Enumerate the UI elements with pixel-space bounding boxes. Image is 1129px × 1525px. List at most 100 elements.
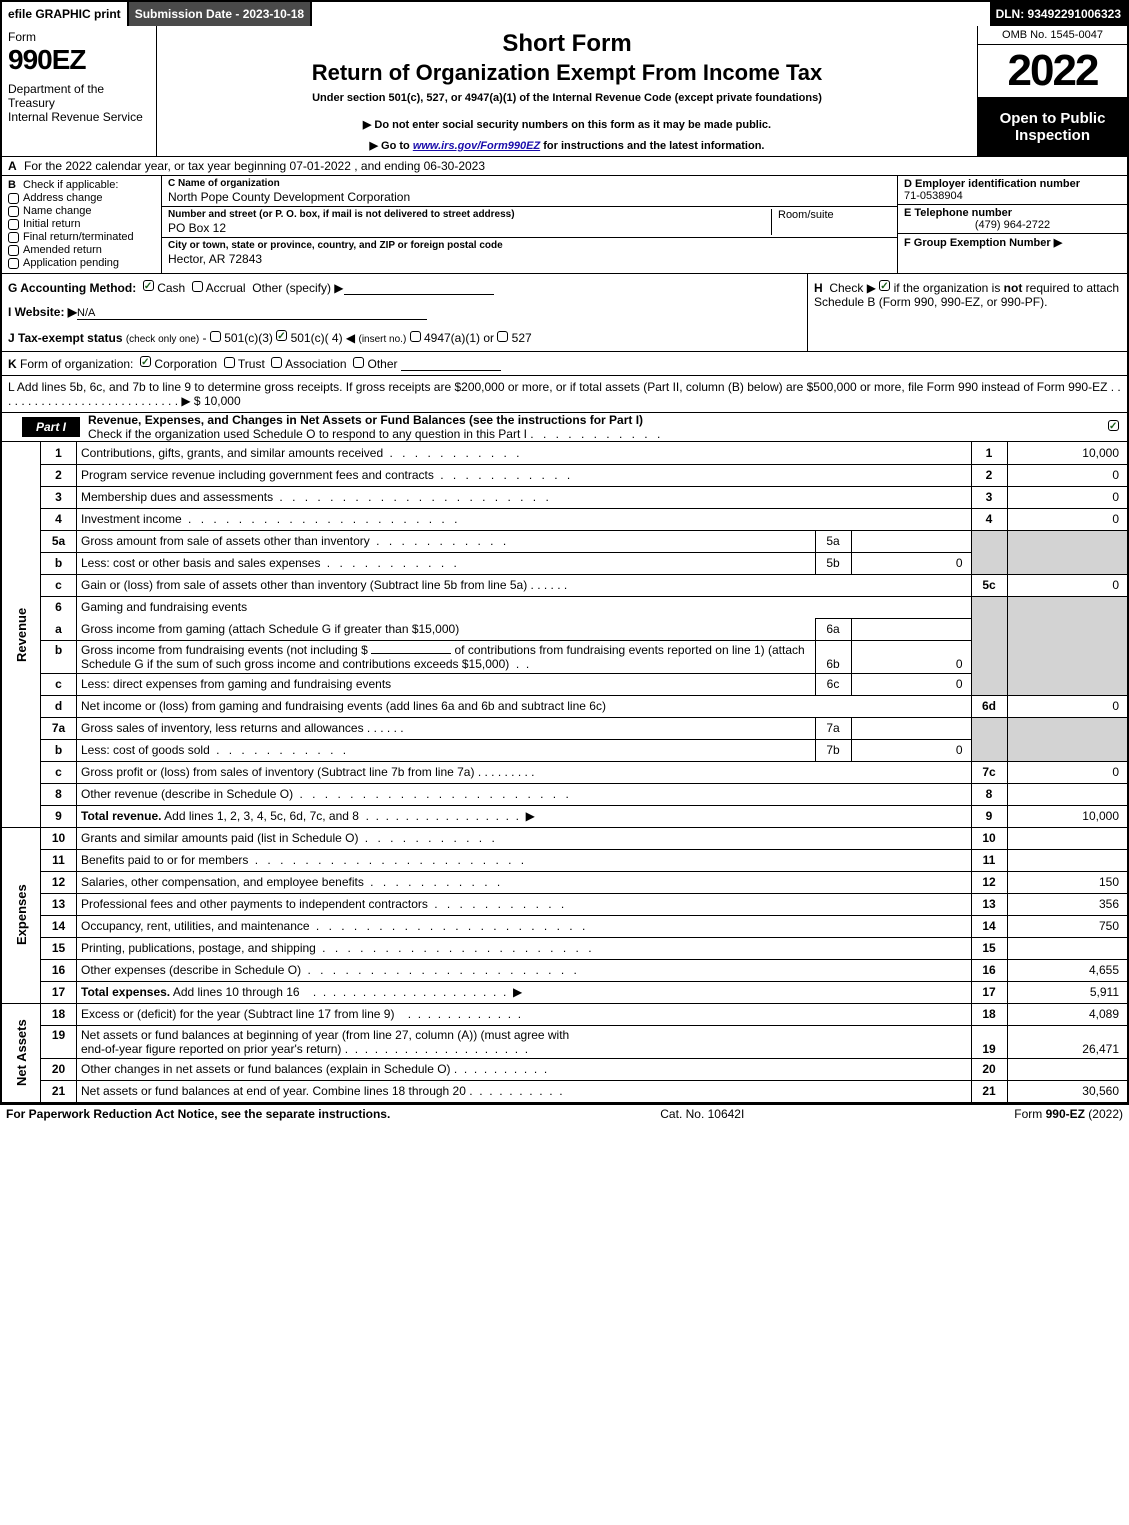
line-7a: 7a Gross sales of inventory, less return…: [2, 717, 1127, 739]
part1-checkbox[interactable]: [1108, 420, 1119, 435]
line-7b: b Less: cost of goods sold 7b 0: [2, 739, 1127, 761]
chk-cash-icon[interactable]: [143, 280, 154, 291]
checkbox-icon: [8, 193, 19, 204]
letter-a: A: [8, 159, 17, 173]
form-word: Form: [8, 30, 150, 44]
tax-exempt-status: J Tax-exempt status (check only one) - 5…: [8, 330, 801, 345]
line-right-num: 10: [971, 827, 1007, 849]
line-16: 16 Other expenses (describe in Schedule …: [2, 959, 1127, 981]
line-num: 2: [41, 464, 77, 486]
org-name-label: C Name of organization: [168, 178, 891, 189]
line-right-num: 16: [971, 959, 1007, 981]
chk-label: Initial return: [23, 218, 80, 230]
ein-label: D Employer identification number: [904, 178, 1121, 190]
chk-corp-icon[interactable]: [140, 356, 151, 367]
chk-trust-icon[interactable]: [224, 357, 235, 368]
line-num: 9: [41, 805, 77, 827]
col-d-identifiers: D Employer identification number 71-0538…: [897, 176, 1127, 273]
group-exemption-label: F Group Exemption Number ▶: [904, 236, 1121, 249]
h-check: H Check ▶ if the organization is not req…: [807, 274, 1127, 351]
chk-527-icon[interactable]: [497, 331, 508, 342]
line-21: 21 Net assets or fund balances at end of…: [2, 1080, 1127, 1102]
line-right-num: 8: [971, 783, 1007, 805]
line-desc: Less: cost or other basis and sales expe…: [77, 552, 816, 574]
chk-accrual-icon[interactable]: [192, 281, 203, 292]
dln: DLN: 93492291006323: [990, 2, 1127, 26]
form-number: 990EZ: [8, 44, 150, 76]
line-num: 11: [41, 849, 77, 871]
chk-application-pending[interactable]: Application pending: [8, 257, 155, 269]
sub-val: 0: [851, 739, 971, 761]
header-right: OMB No. 1545-0047 2022 Open to Public In…: [977, 26, 1127, 156]
header-left: Form 990EZ Department of the Treasury In…: [2, 26, 157, 156]
chk-address-change[interactable]: Address change: [8, 192, 155, 204]
chk-501c-icon[interactable]: [276, 330, 287, 341]
sub-val: 0: [851, 640, 971, 673]
line-desc: Excess or (deficit) for the year (Subtra…: [77, 1003, 972, 1025]
chk-label: Final return/terminated: [23, 231, 134, 243]
sub-val: 0: [851, 673, 971, 695]
line-num: 14: [41, 915, 77, 937]
line-value: [1007, 1058, 1127, 1080]
chk-final-return[interactable]: Final return/terminated: [8, 231, 155, 243]
chk-label: Amended return: [23, 244, 102, 256]
sub-val: [851, 618, 971, 640]
footer-form-pre: Form: [1014, 1107, 1045, 1121]
line-value: 750: [1007, 915, 1127, 937]
chk-other-icon[interactable]: [353, 357, 364, 368]
line-20: 20 Other changes in net assets or fund b…: [2, 1058, 1127, 1080]
sub-num: 6b: [815, 640, 851, 673]
line-num: 18: [41, 1003, 77, 1025]
line-right-num: 13: [971, 893, 1007, 915]
chk-name-change[interactable]: Name change: [8, 205, 155, 217]
line-num: 5a: [41, 530, 77, 552]
footer-form-year: (2022): [1085, 1107, 1123, 1121]
line-num: 8: [41, 783, 77, 805]
line-10: Expenses 10 Grants and similar amounts p…: [2, 827, 1127, 849]
line-value: 10,000: [1007, 805, 1127, 827]
topbar: efile GRAPHIC print Submission Date - 20…: [2, 2, 1127, 26]
chk-amended-return[interactable]: Amended return: [8, 244, 155, 256]
section-bcd: B Check if applicable: Address change Na…: [2, 176, 1127, 274]
ghij-left: G Accounting Method: Cash Accrual Other …: [2, 274, 807, 351]
chk-assoc-icon[interactable]: [271, 357, 282, 368]
checkbox-icon: [8, 232, 19, 243]
line-desc: Grants and similar amounts paid (list in…: [77, 827, 972, 849]
line-6a: a Gross income from gaming (attach Sched…: [2, 618, 1127, 640]
chk-4947-icon[interactable]: [410, 331, 421, 342]
sub-val: 0: [851, 552, 971, 574]
ein: 71-0538904: [904, 190, 1121, 202]
chk-schedule-b-icon[interactable]: [879, 280, 890, 291]
sub-num: 7a: [815, 717, 851, 739]
chk-501c3-icon[interactable]: [210, 331, 221, 342]
line-num: 15: [41, 937, 77, 959]
tax-year-text: For the 2022 calendar year, or tax year …: [24, 159, 485, 173]
line-right-num: 5c: [971, 574, 1007, 596]
line-19: 19 Net assets or fund balances at beginn…: [2, 1025, 1127, 1058]
other-blank: [344, 283, 494, 295]
line-right-num: 2: [971, 464, 1007, 486]
checkbox-icon: [8, 245, 19, 256]
goto-instructions: ▶ Go to www.irs.gov/Form990EZ for instru…: [165, 139, 969, 152]
short-form-title: Short Form: [165, 30, 969, 58]
city: Hector, AR 72843: [168, 252, 891, 266]
shade-cell: [971, 618, 1007, 695]
line-11: 11 Benefits paid to or for members 11: [2, 849, 1127, 871]
line-5c: c Gain or (loss) from sale of assets oth…: [2, 574, 1127, 596]
line-right-num: 12: [971, 871, 1007, 893]
submission-date: Submission Date - 2023-10-18: [129, 2, 312, 26]
line-7c: c Gross profit or (loss) from sales of i…: [2, 761, 1127, 783]
chk-initial-return[interactable]: Initial return: [8, 218, 155, 230]
line-desc: Other expenses (describe in Schedule O): [77, 959, 972, 981]
row-k: K Form of organization: Corporation Trus…: [2, 352, 1127, 376]
line-num: c: [41, 761, 77, 783]
line-2: 2 Program service revenue including gove…: [2, 464, 1127, 486]
efile-print[interactable]: efile GRAPHIC print: [2, 2, 129, 26]
row-a-tax-year: A For the 2022 calendar year, or tax yea…: [2, 157, 1127, 176]
line-value: 0: [1007, 508, 1127, 530]
tax-year: 2022: [978, 45, 1127, 98]
line-num: 10: [41, 827, 77, 849]
irs-link[interactable]: www.irs.gov/Form990EZ: [413, 140, 540, 152]
street-row: Number and street (or P. O. box, if mail…: [162, 207, 897, 238]
line-13: 13 Professional fees and other payments …: [2, 893, 1127, 915]
